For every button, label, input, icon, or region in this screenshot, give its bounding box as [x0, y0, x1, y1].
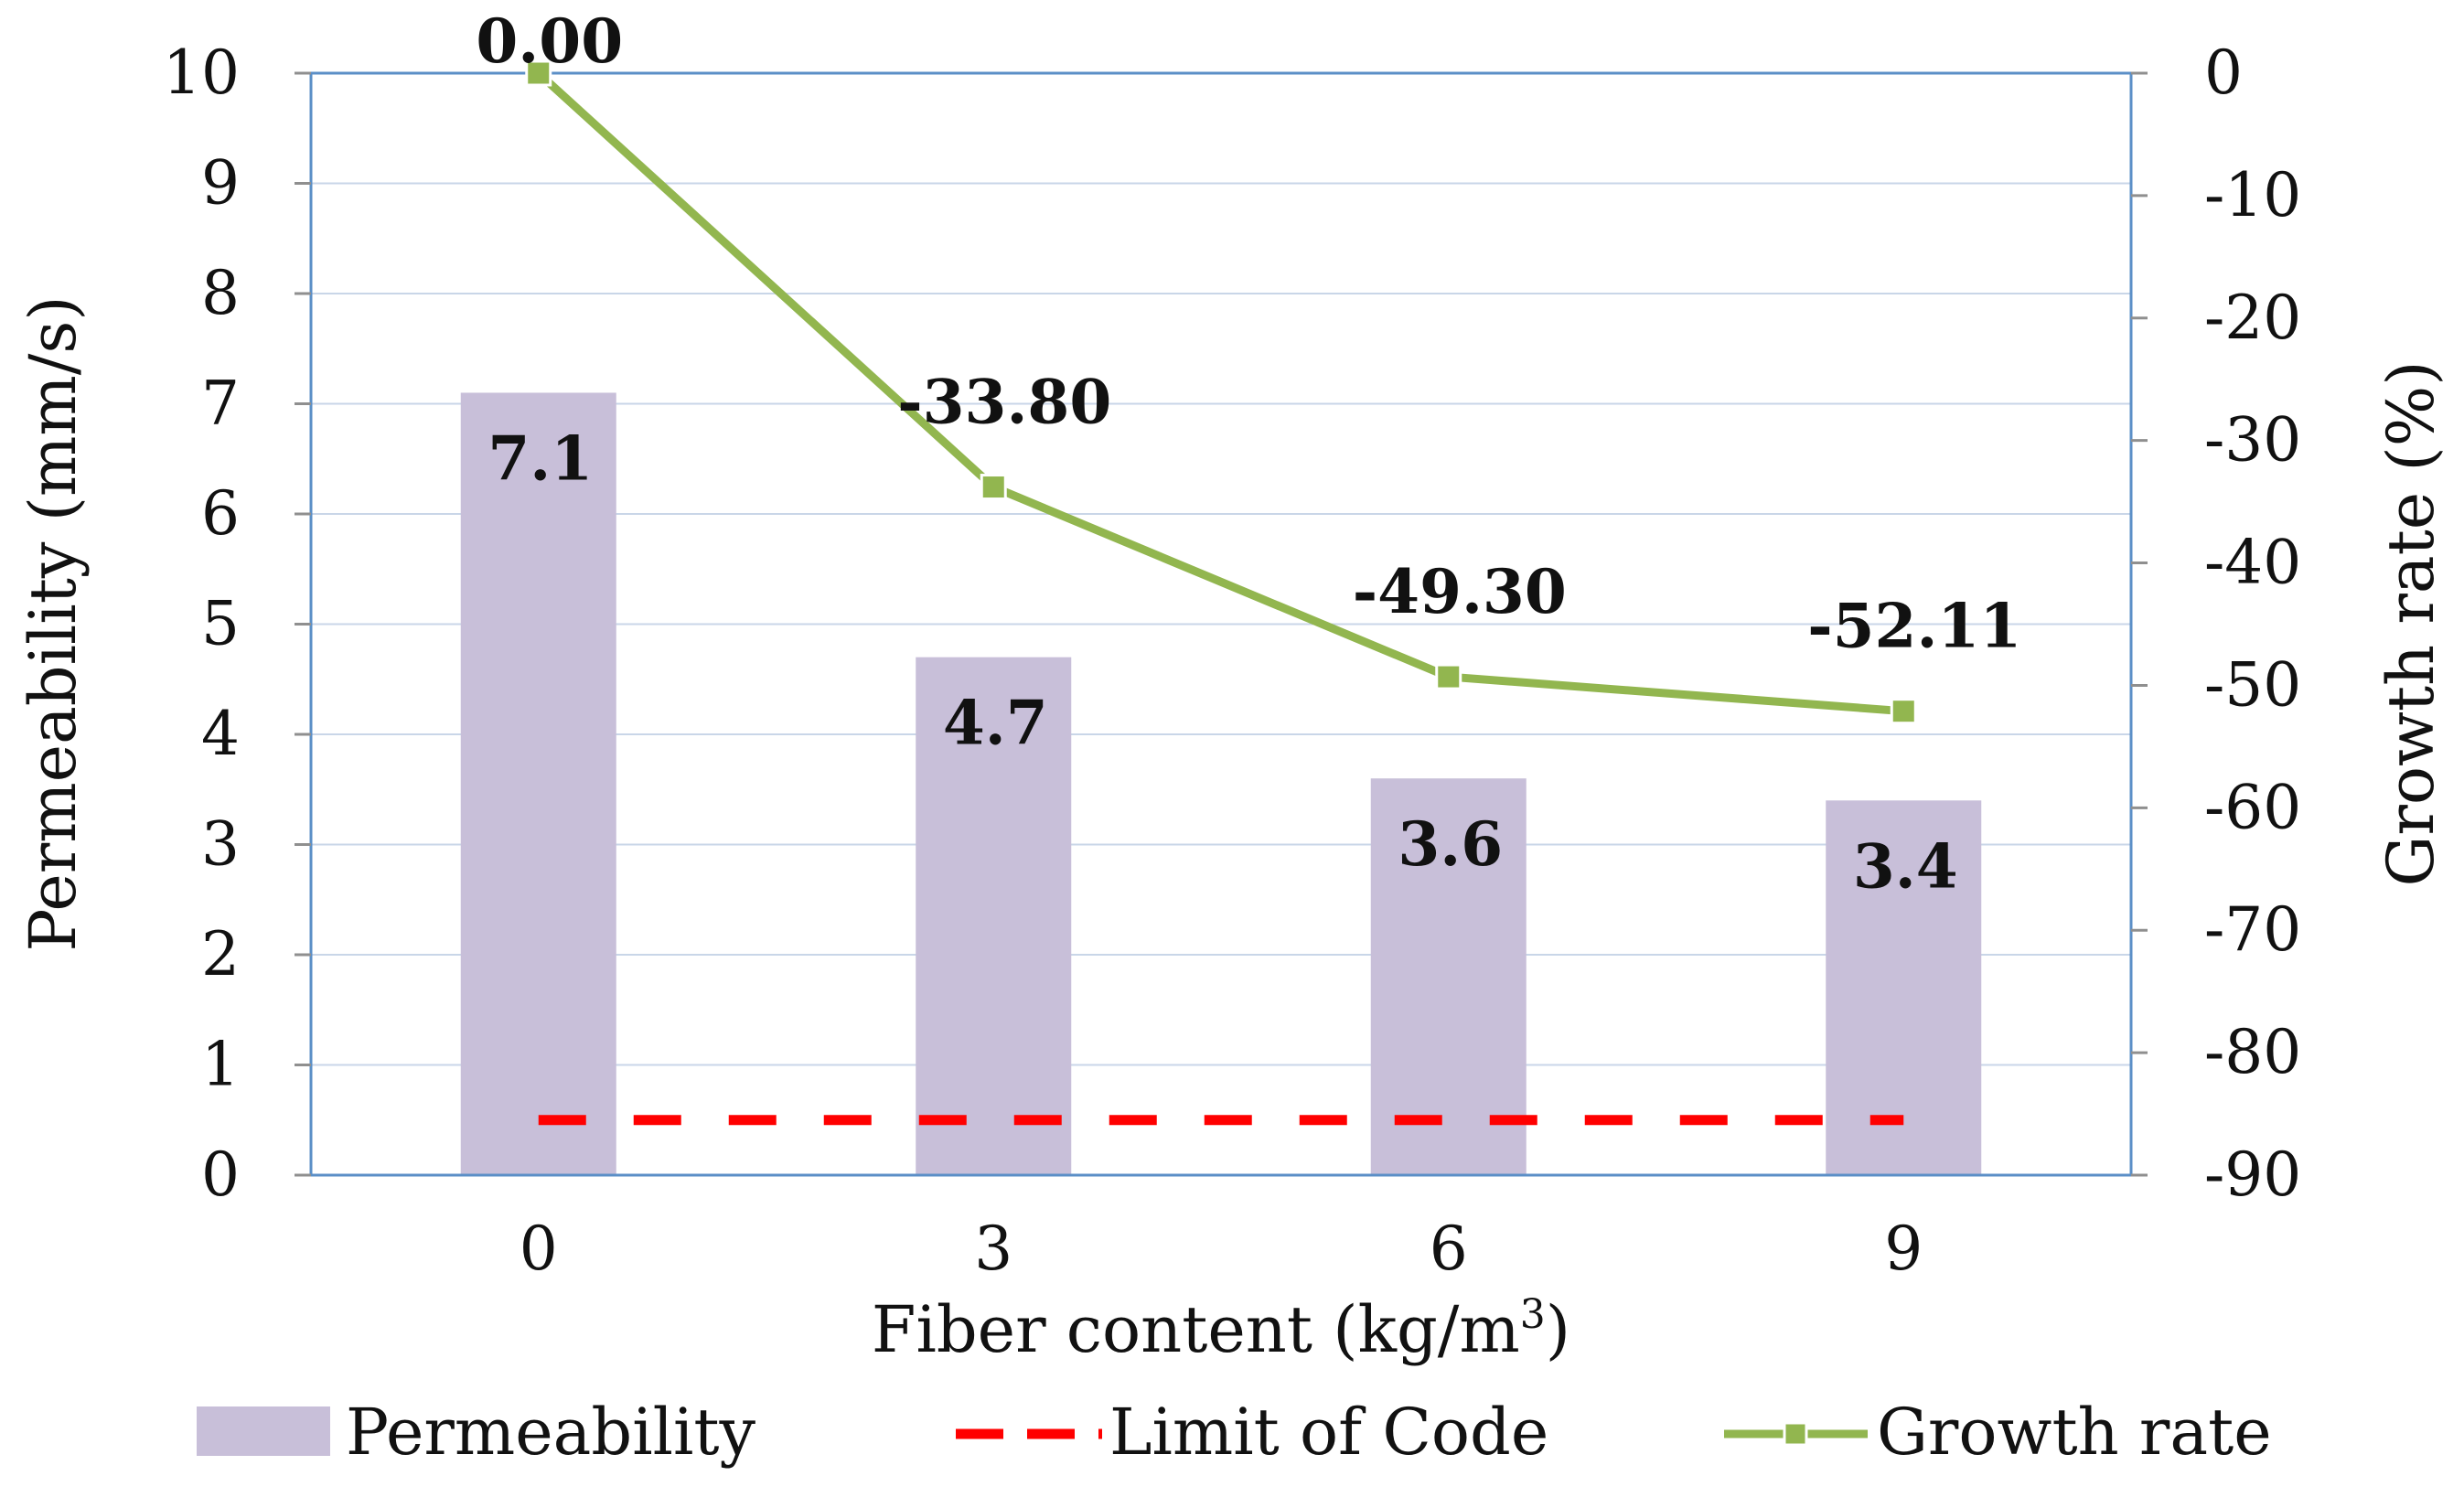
x-axis-title-close: ): [1546, 1292, 1570, 1367]
growth-value-label-9: -52.11: [1807, 591, 2021, 662]
x-tick-label-3: 3: [974, 1214, 1012, 1284]
growth-line-layer: [525, 59, 1917, 725]
y-right-tick-label-5: -50: [2204, 649, 2301, 720]
y-right-tick-label-1: -10: [2204, 160, 2301, 230]
bar-0: [460, 392, 616, 1175]
y-left-tick-label-2: 2: [201, 919, 240, 989]
y-right-tick-label-6: -60: [2204, 772, 2301, 842]
y-left-tick-label-9: 9: [201, 148, 240, 219]
legend-growth-label: Growth rate: [1877, 1395, 2272, 1470]
growth-rate-marker-6: [1435, 663, 1462, 690]
bar-value-label-0: 7.1: [487, 422, 593, 494]
growth-rate-marker-0: [525, 59, 552, 87]
legend-limit-label: Limit of Code: [1109, 1395, 1548, 1470]
y-right-tick-label-7: -70: [2204, 894, 2301, 965]
bar-3: [916, 657, 1072, 1175]
x-axis-title-superscript: 3: [1520, 1291, 1546, 1338]
y-right-tick-label-4: -40: [2204, 528, 2301, 598]
y-left-tick-label-3: 3: [201, 809, 240, 880]
growth-rate-line: [535, 70, 1904, 716]
legend-permeability-label: Permeability: [346, 1395, 755, 1470]
data-labels: 7.1 4.7 3.6 3.4 0.00 -33.80 -49.30 -52.11: [476, 5, 2021, 902]
x-tick-label-0: 0: [520, 1214, 558, 1284]
y-right-tick-label-9: -90: [2204, 1139, 2301, 1210]
y-left-tick-label-0: 0: [201, 1139, 240, 1210]
y-left-tick-label-10: 10: [163, 37, 240, 108]
x-axis-title-main: Fiber content (kg/m: [872, 1292, 1520, 1367]
x-axis-title: Fiber content (kg/m3): [872, 1291, 1570, 1367]
tick-labels: 0 1 2 3 4 5 6 7 8 9 10 0 -10 -20 -30 -40 -50 -60 -70 -80 -90…: [163, 37, 2301, 1284]
y-left-tick-label-5: 5: [201, 589, 240, 659]
y-right-tick-label-8: -80: [2204, 1017, 2301, 1087]
y-left-tick-label-4: 4: [201, 699, 240, 769]
bar-value-label-3: 4.7: [943, 688, 1048, 759]
y-right-axis-title: Growth rate (%): [2373, 360, 2448, 886]
legend: Permeability Limit of Code Growth rate: [197, 1395, 2272, 1470]
y-right-tick-label-3: -30: [2204, 405, 2301, 476]
bars: [460, 392, 1982, 1175]
growth-rate-marker-3: [980, 474, 1007, 501]
y-left-tick-label-8: 8: [201, 258, 240, 328]
growth-value-label-6: -49.30: [1353, 556, 1567, 627]
y-left-tick-label-7: 7: [201, 369, 240, 439]
y-left-axis-title: Permeability (mm/s): [16, 295, 91, 951]
y-right-tick-label-2: -20: [2204, 283, 2301, 353]
x-tick-label-9: 9: [1884, 1214, 1923, 1284]
growth-rate-marker-9: [1890, 698, 1917, 725]
y-left-tick-label-1: 1: [201, 1030, 240, 1100]
growth-value-label-3: -33.80: [897, 367, 1111, 438]
bar-value-label-9: 3.4: [1853, 830, 1958, 902]
growth-value-label-0: 0.00: [476, 5, 623, 77]
bar-6: [1370, 778, 1527, 1175]
x-tick-label-6: 6: [1430, 1214, 1468, 1284]
bar-9: [1826, 800, 1982, 1175]
bar-value-label-6: 3.6: [1398, 808, 1503, 880]
legend-permeability-swatch: [197, 1406, 330, 1456]
y-left-tick-label-6: 6: [201, 478, 240, 549]
legend-growth-marker: [1783, 1421, 1808, 1447]
y-right-tick-label-0: 0: [2204, 37, 2243, 108]
